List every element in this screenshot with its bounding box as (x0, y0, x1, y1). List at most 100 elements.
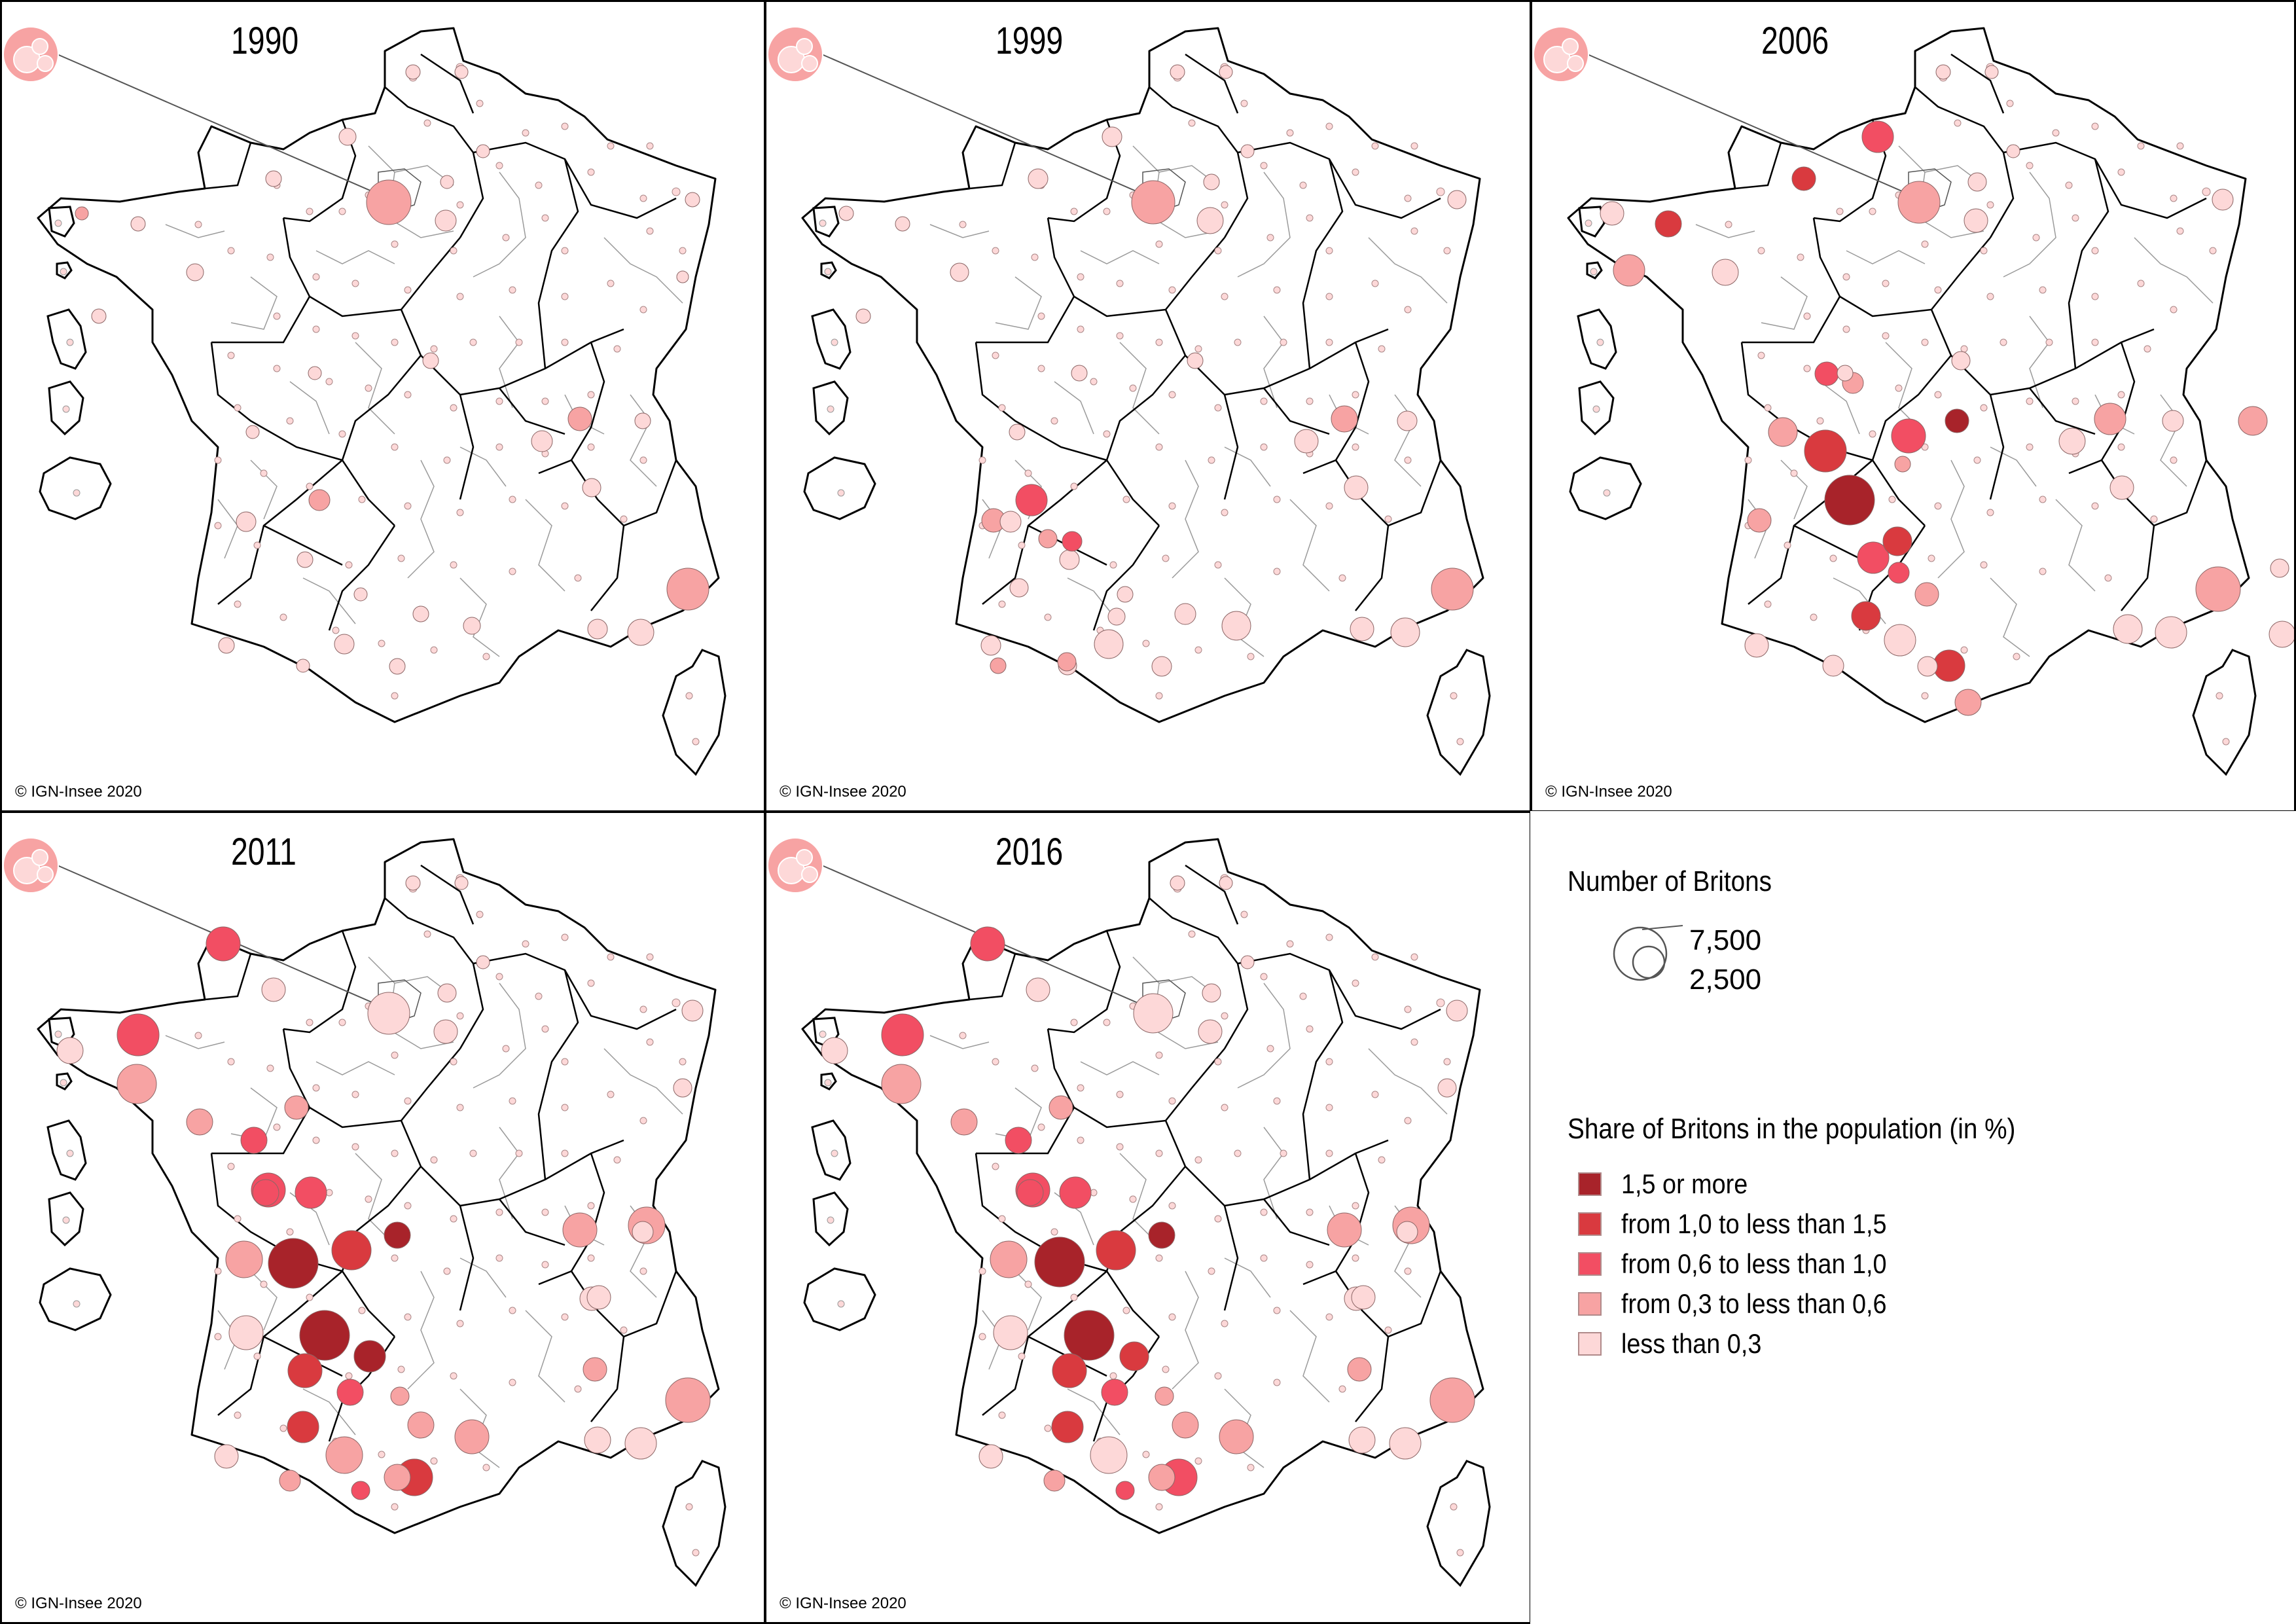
proportional-circle (228, 1315, 264, 1350)
proportional-circle (351, 1481, 370, 1500)
department-circle (1306, 1261, 1314, 1269)
department-circle (613, 345, 621, 353)
region-boundary (282, 1028, 461, 1128)
department-circle (1895, 384, 1903, 392)
department-circle (1404, 194, 1412, 202)
department-circle (279, 613, 287, 621)
overseas-circle (824, 268, 832, 276)
size-label-large: 7,500 (1689, 924, 1762, 956)
department-circle (2117, 391, 2125, 399)
department-circle (1443, 247, 1451, 255)
region-boundary (1047, 1028, 1225, 1128)
proportional-circle (1396, 1221, 1418, 1243)
proportional-circle (1052, 1353, 1087, 1388)
department-circle (1757, 352, 1765, 359)
proportional-circle (353, 587, 368, 602)
department-circle (1018, 541, 1026, 549)
department-boundary (630, 394, 657, 487)
region-boundary (204, 953, 252, 1001)
department-circle (2150, 515, 2158, 523)
proportional-circle (1613, 254, 1645, 287)
department-circle (1260, 162, 1268, 170)
overseas-circle (66, 1149, 74, 1157)
department-circle (1122, 496, 1130, 503)
department-circle (2072, 397, 2079, 405)
department-circle (1155, 240, 1163, 248)
proportional-circle (2238, 406, 2268, 436)
department-circle (639, 1267, 647, 1275)
department-circle (1404, 456, 1412, 464)
proportional-circle (1822, 655, 1844, 677)
department-circle (1404, 1117, 1412, 1125)
department-circle (443, 456, 451, 464)
department-circle (672, 998, 681, 1007)
region-boundary (341, 355, 422, 526)
france-map-group (1533, 26, 2294, 776)
department-circle (1325, 1058, 1333, 1066)
department-circle (260, 469, 268, 477)
proportional-circle (1172, 1411, 1199, 1439)
department-circle (1260, 1208, 1268, 1216)
copyright-credit: © IGN-Insee 2020 (1545, 783, 1672, 801)
department-boundary (929, 224, 990, 238)
department-circle (1404, 306, 1412, 314)
proportional-circle (1094, 629, 1124, 659)
department-boundary (2003, 171, 2056, 278)
region-boundary (1914, 86, 2015, 238)
overseas-circle (1585, 219, 1592, 227)
department-circle (1410, 142, 1418, 150)
france-map-group (3, 837, 726, 1587)
proportional-circle (308, 366, 322, 380)
department-circle (561, 1149, 569, 1157)
proportional-circle (454, 65, 469, 79)
department-circle (312, 1084, 320, 1092)
proportional-circle (1964, 208, 1988, 233)
proportional-circle (1891, 418, 1926, 454)
department-circle (430, 1156, 438, 1164)
proportional-circle (236, 511, 257, 532)
proportional-circle (1888, 562, 1910, 584)
department-circle (1142, 640, 1150, 647)
department-circle (1266, 1045, 1274, 1053)
department-circle (358, 1307, 366, 1314)
department-circle (1155, 692, 1163, 700)
department-circle (1214, 1372, 1222, 1380)
region-boundary (282, 217, 461, 317)
proportional-circle (56, 1037, 84, 1064)
proportional-circle (405, 64, 421, 80)
department-circle (253, 1352, 261, 1360)
department-circle (1934, 502, 1942, 510)
department-circle (1352, 168, 1359, 176)
proportional-circle (331, 1230, 372, 1271)
proportional-circle (1954, 689, 1982, 716)
department-circle (1921, 692, 1929, 700)
department-boundary (368, 145, 454, 186)
proportional-circle (1096, 1230, 1136, 1271)
overseas-circle (60, 1079, 67, 1087)
department-circle (2091, 247, 2099, 255)
department-circle (1450, 1503, 1458, 1511)
department-circle (1155, 1254, 1163, 1262)
proportional-circle (1119, 1341, 1149, 1371)
department-circle (227, 247, 235, 255)
department-circle (495, 443, 503, 451)
department-circle (397, 1365, 405, 1373)
department-circle (456, 509, 464, 516)
department-circle (646, 142, 654, 150)
department-circle (286, 1228, 294, 1236)
department-circle (502, 234, 510, 242)
department-circle (391, 1051, 399, 1059)
department-circle (1273, 1379, 1281, 1386)
department-circle (620, 1326, 628, 1334)
department-circle (1214, 247, 1222, 255)
region-boundary (537, 969, 579, 1180)
region-boundary (473, 141, 677, 219)
department-circle (1404, 1267, 1412, 1275)
department-boundary (2029, 316, 2050, 408)
france-outline (37, 27, 720, 723)
proportional-circle (567, 406, 592, 431)
proportional-circle (422, 352, 439, 369)
department-circle (509, 1097, 516, 1105)
overseas-circle (824, 1079, 832, 1087)
proportional-circle (296, 551, 314, 568)
